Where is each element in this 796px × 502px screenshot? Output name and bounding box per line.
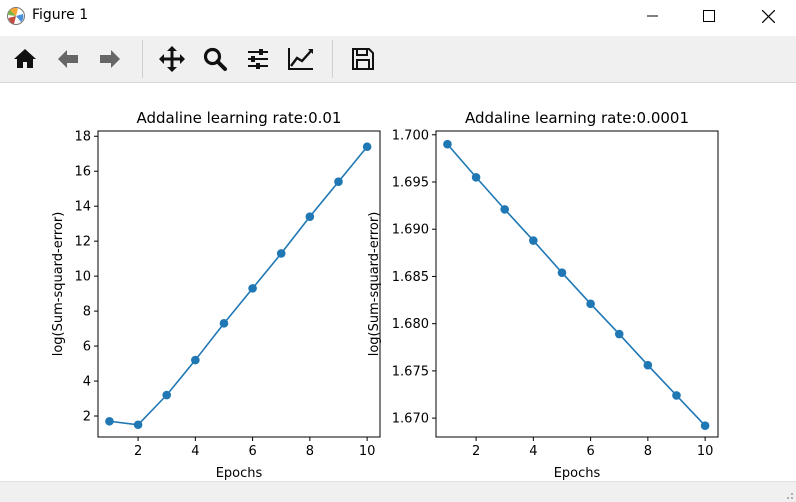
y-axis-label: log(Sum-squard-error) (367, 212, 382, 357)
toolbar-separator (142, 40, 143, 78)
x-axis-label: Epochs (216, 466, 263, 480)
toolbar-separator (332, 40, 333, 78)
y-tick-label: 18 (74, 130, 91, 145)
x-tick-label: 2 (134, 444, 142, 459)
tick-group: 2 4 6 8 10 1.670 1.675 1.680 1.685 1.690 1.695 1.70… (392, 128, 714, 459)
zoom-icon (203, 47, 227, 71)
data-point (191, 355, 200, 365)
edit-axis-icon (288, 48, 313, 70)
data-point (362, 142, 372, 152)
y-tick-label: 2 (83, 410, 91, 425)
axes-frame (97, 130, 381, 438)
data-point (672, 391, 681, 400)
close-icon (761, 9, 775, 23)
axes-frame (435, 130, 719, 438)
data-point (471, 172, 481, 182)
data-point (500, 205, 510, 214)
forward-button[interactable] (93, 42, 127, 76)
home-icon (14, 49, 36, 68)
y-tick-label: 14 (74, 200, 91, 215)
window-title: Figure 1 (32, 7, 89, 23)
toolbar (0, 36, 796, 83)
data-point (305, 212, 315, 221)
data-point (643, 360, 653, 370)
subplot-2: Addaline learning rate:0.0001 2 4 6 8 10 1.67… (367, 109, 719, 481)
y-tick-label: 1.685 (392, 270, 429, 285)
resize-grip-icon[interactable] (784, 490, 794, 500)
y-tick-label: 1.670 (392, 412, 429, 427)
figure: Addaline learning rate:0.01 2 4 6 8 10 2 4 6 8 10… (51, 109, 719, 481)
series-line (446, 143, 706, 427)
figure-canvas[interactable]: Addaline learning rate:0.01 2 4 6 8 10 2 4 6 8 10… (0, 83, 796, 481)
y-axis-label: log(Sum-squard-error) (51, 212, 66, 357)
edit-axis-button[interactable] (284, 42, 318, 76)
minimize-button[interactable] (630, 0, 676, 32)
chart-title: Addaline learning rate:0.0001 (465, 109, 689, 127)
y-tick-label: 1.695 (392, 176, 429, 191)
data-point (614, 329, 624, 339)
x-tick-label: 8 (306, 444, 314, 459)
data-point (219, 319, 229, 328)
x-tick-label: 6 (248, 444, 256, 459)
minimize-icon (647, 15, 658, 17)
tick-group: 2 4 6 8 10 2 4 6 8 10 12 14 16 18 (74, 130, 375, 459)
y-tick-label: 1.700 (392, 128, 429, 143)
y-tick-label: 8 (83, 305, 91, 320)
y-tick-label: 6 (83, 340, 91, 355)
y-tick-label: 1.680 (392, 317, 429, 332)
data-point (105, 416, 114, 426)
y-tick-label: 1.675 (392, 364, 429, 379)
subplots-icon (248, 49, 268, 69)
x-tick-label: 10 (697, 444, 714, 459)
subplots-button[interactable] (241, 42, 275, 76)
data-point (248, 284, 257, 293)
save-icon (352, 48, 374, 70)
data-point (133, 420, 143, 430)
data-point (162, 390, 172, 400)
x-axis-label: Epochs (554, 466, 601, 480)
subplot-1: Addaline learning rate:0.01 2 4 6 8 10 2 4 6 8 10… (51, 109, 381, 481)
x-tick-label: 4 (529, 444, 537, 459)
y-tick-label: 1.690 (392, 223, 429, 238)
series-group (443, 139, 710, 430)
maximize-button[interactable] (686, 0, 732, 32)
back-button[interactable] (51, 42, 85, 76)
x-tick-label: 2 (472, 444, 480, 459)
x-tick-label: 10 (359, 444, 376, 459)
close-button[interactable] (745, 0, 791, 32)
y-tick-label: 4 (83, 375, 91, 390)
maximize-icon (703, 10, 715, 22)
data-point (700, 421, 710, 430)
chart-title: Addaline learning rate:0.01 (137, 109, 342, 127)
save-button[interactable] (346, 42, 380, 76)
x-tick-label: 8 (644, 444, 652, 459)
home-button[interactable] (8, 42, 42, 76)
data-point (557, 268, 567, 277)
x-tick-label: 4 (191, 444, 199, 459)
pan-icon (159, 46, 185, 72)
data-point (276, 249, 286, 258)
zoom-button[interactable] (198, 42, 232, 76)
series-group (105, 142, 372, 430)
pan-button[interactable] (155, 42, 189, 76)
app-icon (7, 7, 25, 25)
status-bar (0, 481, 796, 502)
series-line (109, 146, 368, 426)
y-tick-label: 16 (74, 165, 91, 180)
data-point (529, 236, 538, 245)
back-icon (58, 50, 78, 68)
title-bar: Figure 1 (0, 0, 796, 32)
x-tick-label: 6 (586, 444, 594, 459)
forward-icon (100, 50, 120, 68)
data-point (443, 139, 452, 149)
data-point (586, 299, 595, 309)
y-tick-label: 12 (74, 235, 91, 250)
y-tick-label: 10 (74, 270, 91, 285)
data-point (334, 177, 343, 187)
